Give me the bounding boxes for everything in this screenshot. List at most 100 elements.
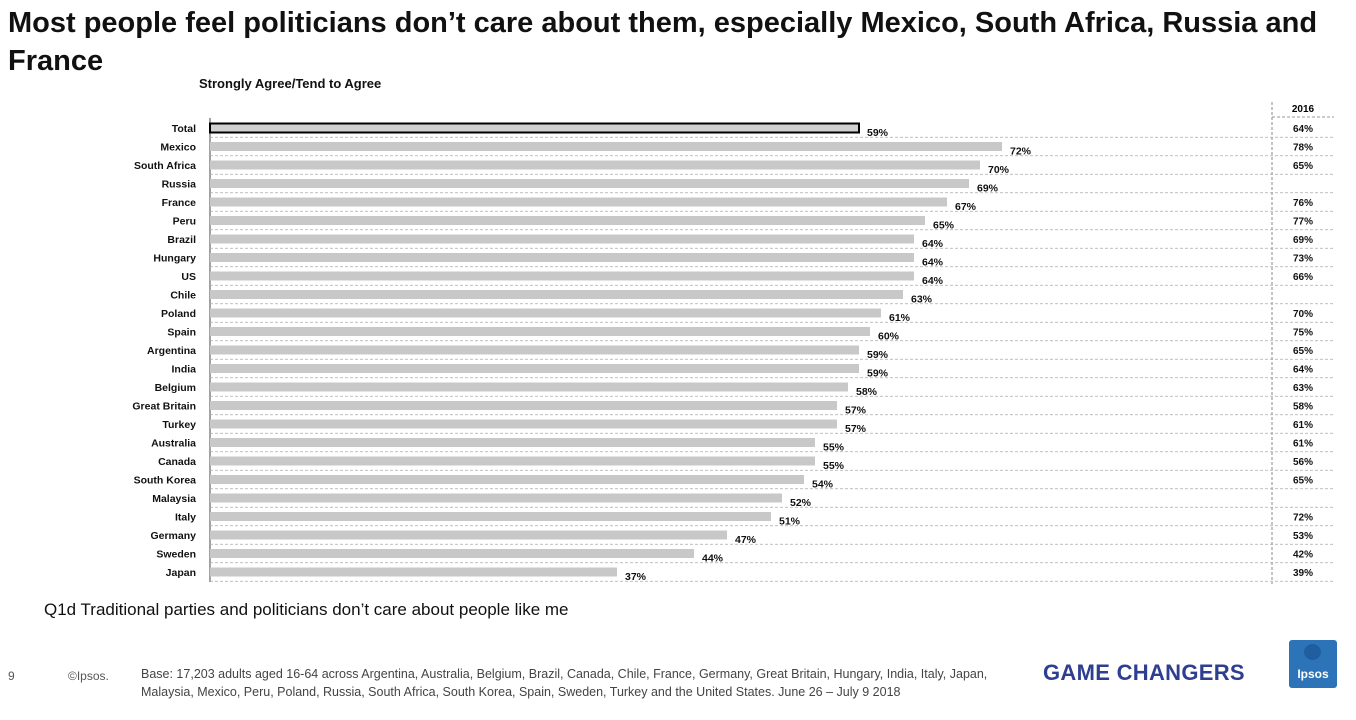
logo-text: Ipsos [1297,667,1329,681]
page-title: Most people feel politicians don’t care … [8,7,1318,77]
value-label: 47% [735,534,757,546]
category-label: Canada [158,456,196,468]
value-label: 67% [955,201,977,213]
chart-rows: Total 59% 64% Mexico 72% 78% South Africa 70% 65… [132,102,1334,584]
category-label: Japan [166,567,196,579]
bar [209,122,860,134]
bar [210,327,870,336]
comparison-value: 66% [1293,272,1313,283]
bar [210,401,837,410]
bar [210,549,694,558]
bar-chart: 2016 Total 59% 64% Mexico 72% 78% South Africa… [132,102,1334,584]
comparison-value: 65% [1293,161,1313,172]
comparison-value: 78% [1293,143,1313,154]
category-label: Brazil [167,234,196,246]
comparison-value: 64% [1293,124,1313,135]
category-label: France [162,197,197,209]
value-label: 51% [779,516,801,528]
category-label: Malaysia [152,493,196,505]
value-label: 64% [922,238,944,250]
bar [210,253,914,262]
category-label: Italy [175,512,196,524]
comparison-value: 77% [1293,217,1313,228]
bar [210,567,617,577]
value-label: 59% [867,127,889,139]
base-note: Base: 17,203 adults aged 16-64 across Ar… [141,667,988,699]
comparison-value: 42% [1293,550,1313,561]
comparison-value: 39% [1293,568,1313,579]
category-label: India [171,364,196,376]
value-label: 63% [911,294,933,306]
bar [210,438,815,447]
category-label: Belgium [155,382,196,394]
value-label: 44% [702,553,724,565]
category-label: Turkey [162,419,196,431]
category-label: South Korea [134,475,197,487]
bar [210,197,947,207]
bar [210,271,914,281]
bar [210,456,815,466]
value-label: 60% [878,331,900,343]
comparison-value: 76% [1293,198,1313,209]
value-label: 61% [889,312,911,324]
bar [210,142,1002,151]
bar [210,530,727,540]
category-label: Chile [170,290,196,302]
chart-subtitle: Strongly Agree/Tend to Agree [199,76,382,91]
bar [210,493,782,503]
category-label: Russia [162,179,197,191]
category-label: Total [172,123,196,135]
value-label: 57% [845,423,867,435]
bar [210,382,848,392]
bar [210,179,969,188]
bar [210,160,980,170]
bar [210,216,925,225]
value-label: 69% [977,183,999,195]
ipsos-logo: Ipsos [1289,640,1337,688]
category-label: Germany [150,530,196,542]
value-label: 55% [823,460,845,472]
comparison-header: 2016 [1292,104,1315,115]
category-label: Hungary [153,253,196,265]
comparison-value: 73% [1293,254,1313,265]
comparison-value: 75% [1293,328,1313,339]
page-number: 9 [8,669,15,683]
value-label: 65% [933,220,955,232]
category-label: Spain [167,327,196,339]
value-label: 54% [812,479,834,491]
value-label: 52% [790,497,812,509]
value-label: 58% [856,386,878,398]
category-label: Great Britain [132,401,196,413]
comparison-value: 61% [1293,439,1313,450]
category-label: Poland [161,308,196,320]
comparison-value: 53% [1293,531,1313,542]
bar [210,308,881,318]
category-label: Mexico [160,142,196,154]
value-label: 55% [823,442,845,454]
bar [210,234,914,244]
comparison-value: 72% [1293,513,1313,524]
category-label: Sweden [156,549,196,561]
comparison-value: 61% [1293,420,1313,431]
value-label: 64% [922,257,944,269]
game-changers-tagline: GAME CHANGERS [1043,660,1245,685]
comparison-value: 65% [1293,346,1313,357]
value-label: 57% [845,405,867,417]
comparison-value: 56% [1293,457,1313,468]
bar [210,419,837,429]
value-label: 59% [867,349,889,361]
comparison-value: 70% [1293,309,1313,320]
category-label: Peru [173,216,196,228]
bar [210,345,859,355]
bar [210,364,859,373]
bar [210,290,903,299]
category-label: US [181,271,196,283]
copyright: ©Ipsos. [68,669,109,683]
comparison-value: 69% [1293,235,1313,246]
value-label: 72% [1010,146,1032,158]
comparison-value: 65% [1293,476,1313,487]
logo-mark-icon [1304,644,1321,660]
comparison-value: 58% [1293,402,1313,413]
category-label: Argentina [147,345,196,357]
category-label: South Africa [134,160,196,172]
